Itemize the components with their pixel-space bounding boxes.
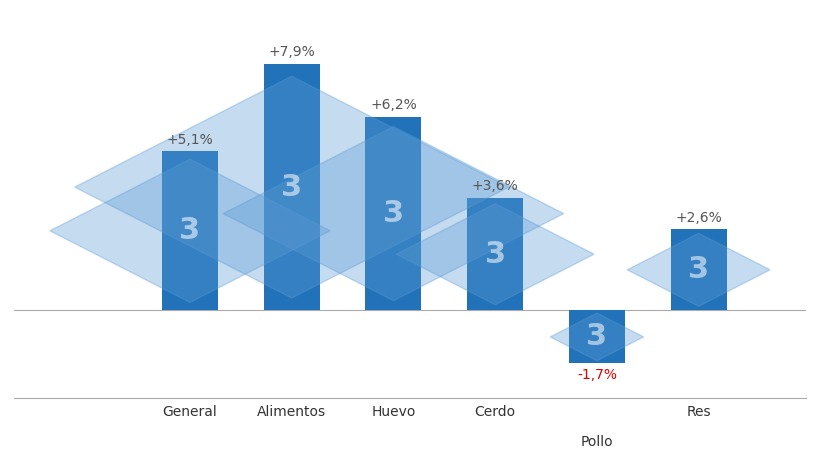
Polygon shape xyxy=(550,313,643,361)
Polygon shape xyxy=(396,204,594,305)
Bar xyxy=(162,151,218,310)
Text: 3: 3 xyxy=(687,255,708,284)
Bar xyxy=(264,64,319,310)
Text: +5,1%: +5,1% xyxy=(166,132,213,147)
Text: 3: 3 xyxy=(586,322,607,351)
Polygon shape xyxy=(627,233,769,306)
Polygon shape xyxy=(50,159,330,302)
Bar xyxy=(568,310,624,363)
Text: 3: 3 xyxy=(484,240,505,269)
Text: +3,6%: +3,6% xyxy=(471,179,518,193)
Text: 3: 3 xyxy=(281,172,302,201)
Text: -1,7%: -1,7% xyxy=(577,368,616,382)
Bar xyxy=(365,117,421,310)
Polygon shape xyxy=(223,127,563,301)
Text: 3: 3 xyxy=(179,216,201,245)
Text: +7,9%: +7,9% xyxy=(268,45,314,59)
Polygon shape xyxy=(75,76,508,298)
Text: 3: 3 xyxy=(382,199,404,228)
Text: +2,6%: +2,6% xyxy=(675,211,722,225)
Text: +6,2%: +6,2% xyxy=(369,98,416,112)
Bar xyxy=(670,229,726,310)
Bar xyxy=(467,198,523,310)
